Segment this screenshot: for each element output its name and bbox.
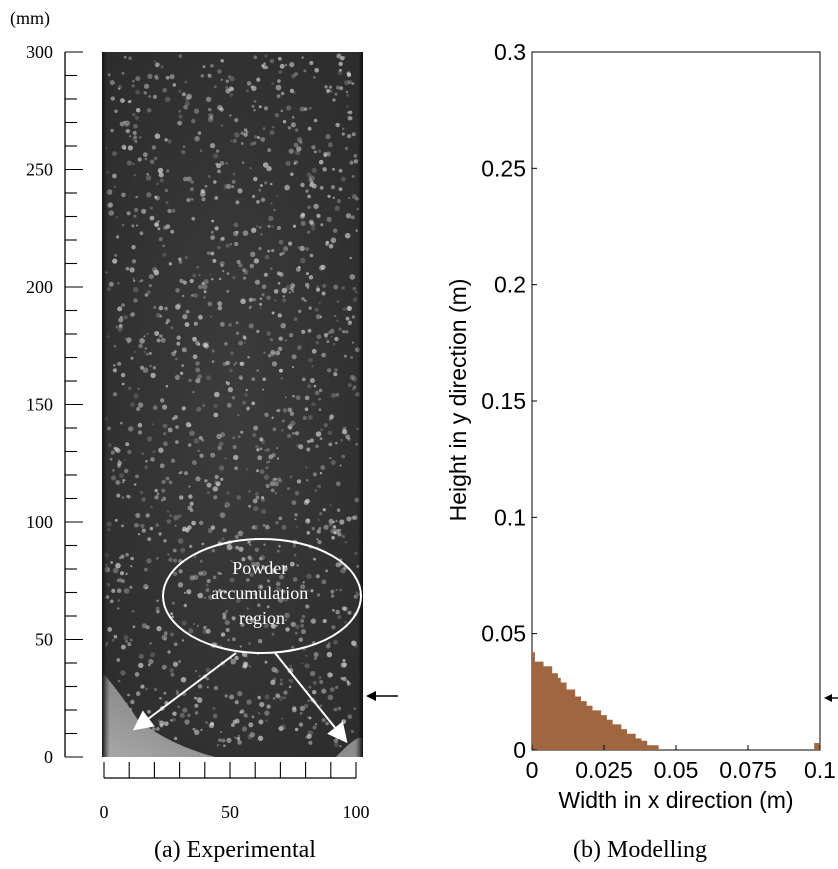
panel-a-experimental: (mm) 0 50 100 150 200 250 300 Powder accumulat… (10, 8, 398, 863)
ruler-tick-label: 100 (26, 512, 53, 532)
svg-text:Powder accumulation: Powder accumulation region (211, 558, 312, 628)
ruler-tick-label: 50 (35, 630, 53, 650)
ruler-tick-label: 0 (100, 802, 109, 822)
x-tick-label: 0.1 (804, 757, 836, 783)
annotation-arrow-right (274, 652, 348, 744)
ruler-tick-label: 150 (26, 395, 53, 415)
annotation-arrow-left (132, 652, 237, 731)
x-tick-label: 0.025 (575, 757, 633, 783)
annotation-ellipse (162, 538, 362, 654)
unit-label: (mm) (10, 8, 50, 29)
plot-frame (531, 51, 821, 751)
y-axis-label: Height in y direction (m) (445, 279, 471, 522)
ruler-tick-label: 50 (221, 802, 239, 822)
x-tick-label: 0.05 (654, 757, 699, 783)
panel-b-modelling: 0 0.05 0.1 0.15 0.2 0.25 0.3 0 0.025 0.05 0.075 0.… (445, 39, 838, 863)
experiment-photo (102, 52, 363, 757)
y-tick-label: 0.05 (481, 621, 526, 647)
caption-b: (b) Modelling (573, 837, 707, 863)
photo-edge-shading (102, 52, 363, 757)
y-tick-label: 0.3 (494, 39, 526, 65)
ruler-tick-label: 0 (44, 747, 53, 767)
powder-region-model (532, 652, 820, 750)
ruler-horizontal: 0 50 100 (100, 762, 370, 822)
y-tick-label: 0 (513, 737, 526, 763)
x-tick-label: 0.075 (719, 757, 777, 783)
y-tick-label: 0.2 (494, 272, 526, 298)
ruler-tick-label: 200 (26, 277, 53, 297)
height-arrow-b (824, 694, 838, 702)
annotation-line-2: accumulation (211, 583, 308, 603)
ruler-tick-label: 300 (26, 42, 53, 62)
annotation-line-1: Powder (232, 558, 287, 578)
annotation-line-3: region (239, 608, 285, 628)
ruler-tick-label: 250 (26, 160, 53, 180)
ruler-vertical: 0 50 100 150 200 250 300 (26, 42, 83, 767)
y-axis: 0 0.05 0.1 0.15 0.2 0.25 0.3 (481, 39, 537, 763)
ruler-tick-label: 100 (343, 802, 370, 822)
x-tick-label: 0 (526, 757, 539, 783)
height-arrow-a (366, 691, 398, 701)
y-tick-label: 0.15 (481, 388, 526, 414)
powder-region-annotation: Powder accumulation region (132, 538, 362, 744)
y-tick-label: 0.25 (481, 155, 526, 181)
caption-a: (a) Experimental (154, 837, 316, 863)
y-tick-label: 0.1 (494, 504, 526, 530)
x-axis: 0 0.025 0.05 0.075 0.1 (526, 745, 836, 783)
x-axis-label: Width in x direction (m) (558, 787, 793, 813)
